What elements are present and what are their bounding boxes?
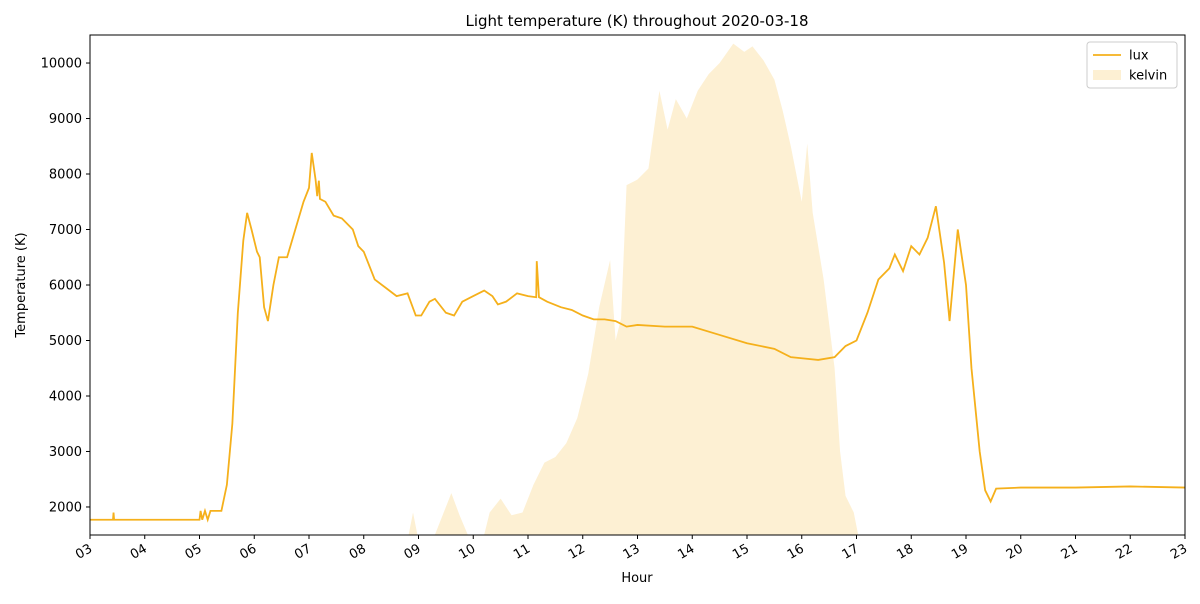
x-tick-label: 12 [566, 541, 588, 562]
y-tick-label: 6000 [49, 279, 82, 294]
x-tick-label: 18 [894, 541, 916, 562]
x-tick-label: 16 [785, 541, 807, 562]
x-tick-label: 06 [237, 541, 259, 562]
x-tick-label: 15 [730, 541, 752, 562]
x-tick-label: 04 [128, 541, 150, 562]
y-tick-label: 5000 [49, 334, 82, 349]
plot-area [90, 43, 1185, 535]
legend-swatch [1093, 70, 1121, 80]
x-tick-label: 20 [1004, 541, 1026, 562]
y-axis-label: Temperature (K) [14, 232, 29, 338]
y-tick-label: 7000 [49, 223, 82, 238]
area [407, 43, 860, 535]
x-tick-label: 19 [949, 541, 971, 562]
x-tick-label: 11 [511, 541, 533, 562]
x-tick-label: 09 [402, 541, 424, 562]
x-tick-label: 21 [1059, 541, 1081, 562]
y-tick-label: 8000 [49, 168, 82, 183]
y-tick-label: 4000 [49, 389, 82, 404]
x-tick-label: 13 [621, 541, 643, 562]
line [90, 152, 1185, 523]
y-tick-label: 2000 [49, 500, 82, 515]
x-tick-label: 17 [840, 541, 862, 562]
x-tick-label: 07 [292, 541, 314, 562]
y-tick-label: 10000 [41, 57, 82, 72]
x-tick-label: 08 [347, 541, 369, 562]
x-tick-label: 23 [1168, 541, 1190, 562]
x-tick-label: 22 [1113, 541, 1135, 562]
legend-label: lux [1129, 49, 1149, 64]
x-tick-label: 03 [73, 541, 95, 562]
x-tick-label: 10 [456, 541, 478, 562]
x-tick-label: 05 [183, 541, 205, 562]
chart-title: Light temperature (K) throughout 2020-03… [465, 12, 808, 30]
legend-label: kelvin [1129, 69, 1167, 84]
x-tick-label: 14 [675, 541, 697, 562]
y-tick-label: 3000 [49, 445, 82, 460]
x-axis-label: Hour [621, 571, 653, 586]
y-tick-label: 9000 [49, 112, 82, 127]
